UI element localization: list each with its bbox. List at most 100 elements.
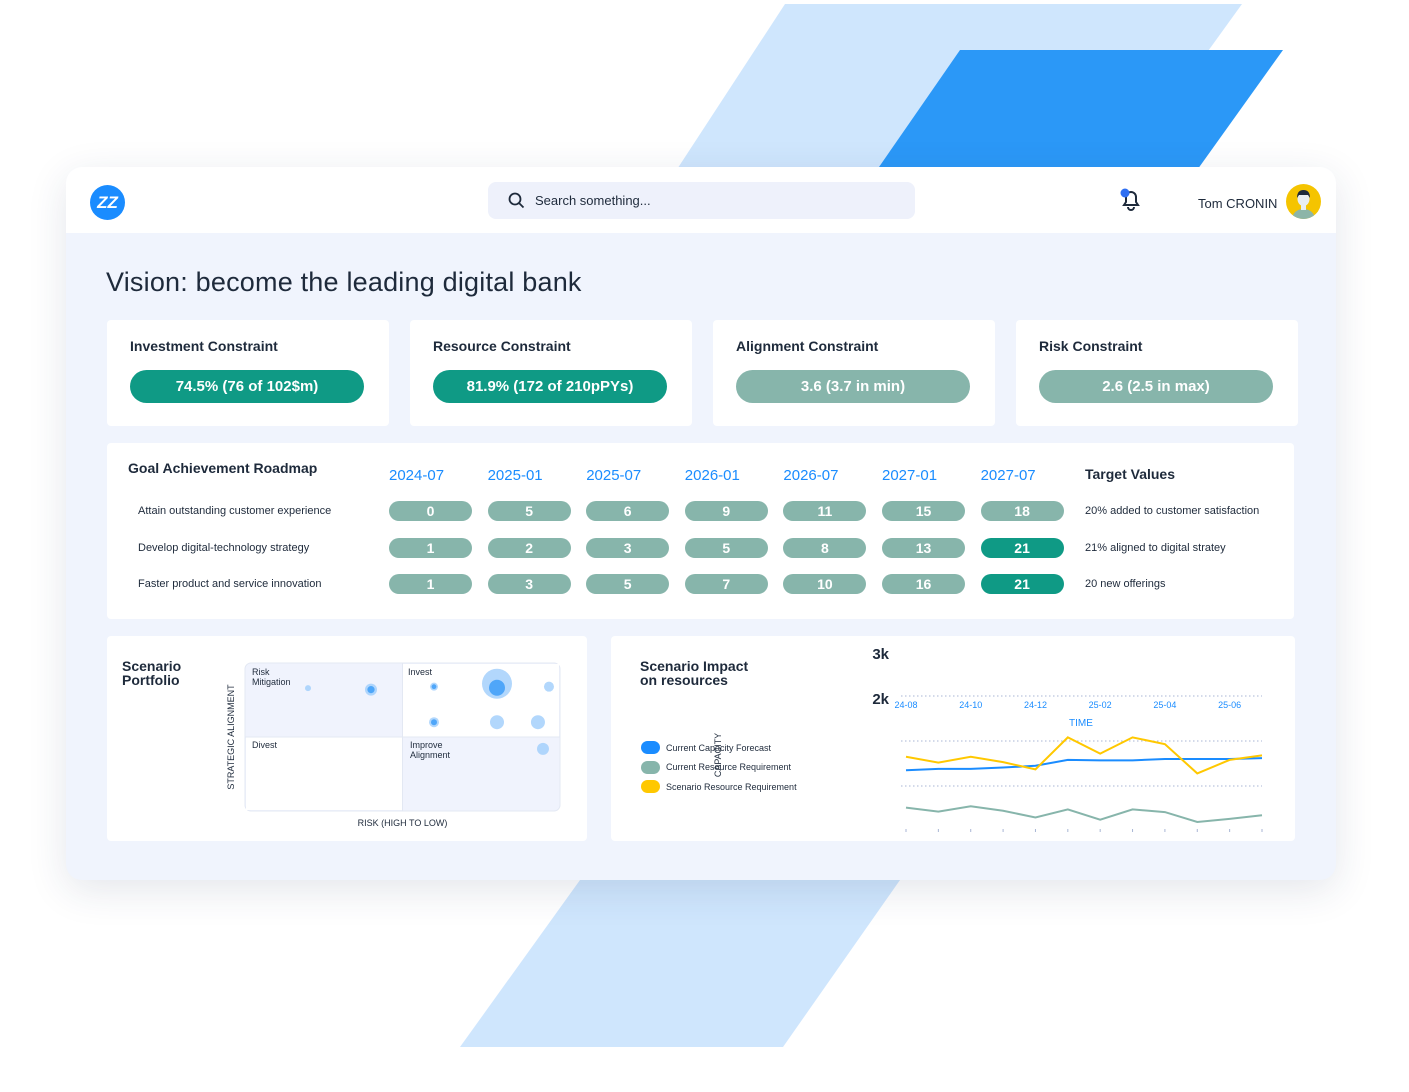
roadmap-date: 2026-07 (783, 467, 839, 484)
milestone-value: 2 (487, 537, 571, 558)
portfolio-bubble[interactable] (305, 685, 311, 692)
milestone-value: 21 (980, 574, 1064, 594)
impact-title-2: on resources (640, 672, 728, 688)
x-tick-label: 24-12 (1024, 700, 1047, 710)
constraint-card: Alignment Constraint 3.6 (3.7 in min) (713, 320, 995, 426)
constraint-title: Risk Constraint (1039, 338, 1143, 354)
milestone-value: 16 (882, 574, 965, 594)
constraint-value-pill: 74.5% (76 of 102$m) (130, 370, 364, 403)
milestone-value: 5 (684, 537, 768, 558)
portfolio-bubble[interactable] (530, 715, 545, 730)
notification-bell-icon[interactable] (1118, 187, 1144, 213)
constraint-title: Investment Constraint (130, 338, 278, 354)
milestone-value: 5 (586, 574, 670, 594)
user-name[interactable]: Tom CRONIN (1198, 196, 1278, 211)
portfolio-bubble[interactable] (543, 681, 554, 692)
roadmap-date: 2024-07 (389, 467, 445, 484)
y-axis-title: CAPACITY (713, 733, 723, 777)
legend-item: Current Resource Requirement (641, 760, 792, 774)
quadrant-label: Mitigation (252, 677, 291, 687)
x-axis-label: RISK (HIGH TO LOW) (358, 818, 448, 828)
milestone-value: 5 (487, 501, 571, 521)
milestone-value: 3 (487, 574, 571, 594)
capacity-line-chart: 2k3k4k5k24-0824-1024-1225-0225-0425-06TI… (713, 646, 1263, 832)
constraint-value-pill: 2.6 (2.5 in max) (1039, 370, 1273, 403)
legend-label: Current Capacity Forecast (666, 742, 772, 753)
scenario-portfolio-panel: Scenario Portfolio Risk Mitigation Invest D… (107, 636, 587, 841)
quadrant-divest (246, 737, 403, 810)
target-value: 20 new offerings (1085, 578, 1166, 590)
constraint-value-pill: 3.6 (3.7 in min) (736, 370, 970, 403)
quadrant-label: Divest (252, 740, 278, 750)
milestone-value: 18 (980, 501, 1064, 521)
app-logo[interactable]: ZZ (90, 185, 125, 220)
milestone-value: 7 (684, 574, 768, 594)
roadmap-date: 2025-01 (487, 467, 543, 484)
y-tick-label: 3k (872, 646, 889, 663)
portfolio-title-1: Scenario (122, 658, 182, 674)
y-tick-label: 2k (872, 691, 889, 708)
legend-label: Scenario Resource Requirement (666, 781, 797, 792)
milestone-value: 0 (389, 501, 472, 521)
quadrant-label: Risk (252, 667, 270, 677)
x-axis-title: TIME (1069, 718, 1093, 729)
goal-label: Faster product and service innovation (138, 578, 322, 590)
milestone-value: 1 (389, 574, 472, 594)
constraint-title: Alignment Constraint (736, 338, 879, 354)
milestone-value: 11 (783, 501, 867, 521)
milestone-value: 3 (586, 537, 670, 558)
target-value: 21% aligned to digital stratey (1085, 541, 1226, 554)
milestone-value: 15 (882, 501, 965, 521)
milestone-value: 13 (882, 537, 965, 558)
target-values-header: Target Values (1085, 466, 1176, 482)
milestone-value: 8 (783, 537, 867, 558)
series-line (905, 805, 1263, 824)
legend-swatch (641, 760, 660, 774)
portfolio-bubble[interactable] (536, 742, 549, 755)
legend-swatch (641, 780, 660, 793)
portfolio-bubble-core (431, 684, 437, 690)
roadmap-date: 2027-01 (882, 467, 938, 484)
constraint-card: Resource Constraint 81.9% (172 of 210pPYs… (410, 320, 692, 426)
milestone-value: 9 (684, 501, 768, 521)
goal-roadmap-panel: Goal Achievement Roadmap Target Values 2… (107, 443, 1294, 619)
scenario-impact-panel: Scenario Impact on resources Current Cap… (611, 636, 1295, 841)
x-tick-label: 24-10 (959, 700, 982, 710)
y-axis-label: STRATEGIC ALIGNMENT (226, 684, 236, 790)
legend-swatch (641, 741, 660, 754)
portfolio-bubble-core (367, 686, 375, 694)
x-tick-label: 25-06 (1218, 700, 1241, 710)
search-input[interactable]: Search something... (488, 182, 915, 219)
quadrant-label: Alignment (410, 750, 451, 760)
quadrant-label: Improve (410, 740, 443, 750)
series-line (905, 736, 1263, 775)
milestone-value: 21 (980, 537, 1064, 558)
goal-label: Develop digital-technology strategy (138, 541, 310, 554)
impact-title-1: Scenario Impact (640, 658, 749, 674)
constraint-title: Resource Constraint (433, 338, 571, 354)
milestone-value: 10 (783, 574, 867, 594)
constraint-card: Risk Constraint 2.6 (2.5 in max) (1016, 320, 1298, 426)
constraint-card: Investment Constraint 74.5% (76 of 102$m) (107, 320, 389, 426)
legend-label: Current Resource Requirement (666, 762, 792, 772)
milestone-value: 6 (586, 501, 670, 521)
roadmap-date: 2025-07 (586, 467, 642, 484)
roadmap-title: Goal Achievement Roadmap (128, 460, 318, 476)
roadmap-date: 2027-07 (980, 467, 1036, 484)
user-avatar[interactable] (1286, 184, 1321, 219)
legend-item: Current Capacity Forecast (641, 741, 771, 754)
milestone-value: 1 (389, 537, 472, 558)
portfolio-title-2: Portfolio (122, 672, 180, 688)
x-tick-label: 25-02 (1089, 700, 1112, 710)
page-title: Vision: become the leading digital bank (106, 267, 582, 297)
portfolio-bubble-core (489, 679, 505, 696)
portfolio-bubble[interactable] (490, 715, 504, 730)
roadmap-date: 2026-01 (684, 467, 740, 484)
search-placeholder: Search something... (535, 193, 651, 208)
target-value: 20% added to customer satisfaction (1085, 505, 1260, 517)
x-tick-label: 24-08 (894, 700, 917, 710)
search-icon (508, 192, 525, 209)
constraint-value-pill: 81.9% (172 of 210pPYs) (433, 370, 667, 403)
